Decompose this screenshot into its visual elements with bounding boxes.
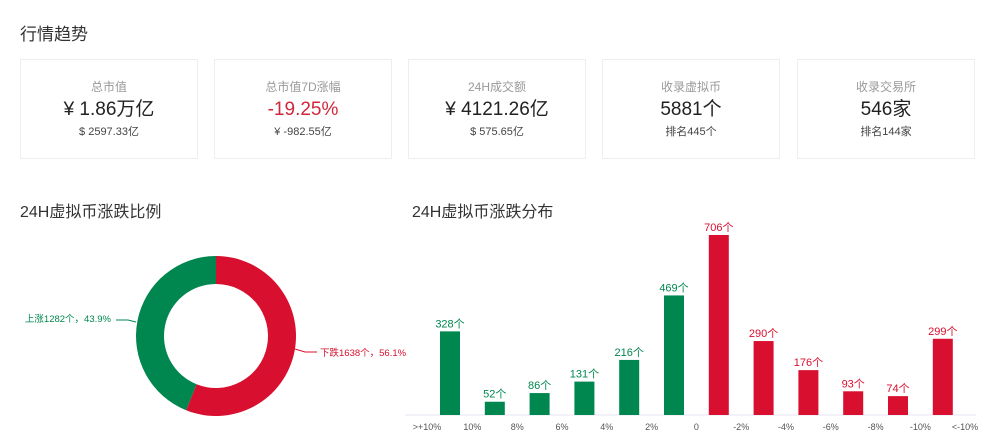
x-axis-tick-label: 4%	[600, 422, 613, 432]
stat-label: 收录交易所	[855, 80, 916, 94]
stat-card-total-market-cap: 总市值 ¥ 1.86万亿 $ 2597.33亿	[20, 59, 198, 159]
leader-line-up	[116, 319, 137, 323]
bar-value-label: 706个	[704, 221, 733, 234]
bar[interactable]	[529, 393, 550, 415]
stat-card-listed-exchanges: 收录交易所 546家 排名144家	[797, 59, 975, 159]
x-axis-tick-label: >+10%	[413, 422, 442, 432]
bar-value-label: 328个	[435, 317, 464, 330]
bar-value-label: 469个	[659, 281, 688, 294]
x-axis-tick-label: 8%	[511, 422, 524, 432]
bar-value-label: 52个	[483, 388, 506, 401]
x-axis-tick-label: 10%	[463, 422, 481, 432]
stat-label: 24H成交额	[467, 80, 526, 94]
stat-label: 收录虚拟币	[660, 80, 721, 94]
bar[interactable]	[574, 381, 595, 415]
bar-value-label: 216个	[615, 346, 644, 359]
x-axis-tick-label: <-10%	[952, 422, 978, 432]
bar-value-label: 176个	[794, 356, 823, 369]
bar-value-label: 290个	[749, 327, 778, 340]
x-axis-tick-label: -8%	[868, 422, 884, 432]
bar[interactable]	[932, 338, 953, 415]
x-axis-tick-label: -10%	[910, 422, 931, 432]
page-title: 行情趋势	[20, 25, 88, 44]
stat-card-listed-coins: 收录虚拟币 5881个 排名445个	[602, 59, 780, 159]
updown-ratio-donut: 上涨1282个，43.9% 下跌1638个，56.1%	[25, 256, 407, 416]
pie-chart-title: 24H虚拟币涨跌比例	[20, 204, 162, 221]
donut-slice-down[interactable]	[186, 256, 296, 416]
x-axis-tick-label: 2%	[645, 422, 658, 432]
stat-value: -19.25%	[267, 99, 339, 120]
bar[interactable]	[484, 401, 505, 415]
stat-card-7d-change: 总市值7D涨幅 -19.25% ¥ -982.55亿	[214, 59, 392, 159]
stat-sub: 排名445个	[665, 126, 717, 138]
bar-value-label: 86个	[528, 379, 551, 392]
donut-label-down: 下跌1638个，56.1%	[320, 347, 407, 359]
stat-value: 546家	[860, 99, 912, 120]
leader-line-down	[294, 348, 317, 353]
x-axis-tick-label: -2%	[733, 422, 749, 432]
stat-sub: $ 2597.33亿	[79, 126, 139, 138]
stat-label: 总市值7D涨幅	[265, 80, 341, 94]
bar[interactable]	[753, 341, 774, 415]
bar-value-label: 299个	[928, 325, 957, 338]
bar-value-label: 131个	[570, 368, 599, 381]
stat-sub: 排名144家	[860, 126, 912, 138]
updown-distribution-bars: 328个 52个 86个 131个 216个 469个 706个 290个 176个 93个 74个…	[405, 221, 978, 432]
bar[interactable]	[798, 370, 819, 415]
bar-chart-title: 24H虚拟币涨跌分布	[412, 204, 554, 221]
bar[interactable]	[888, 396, 908, 415]
stat-sub: ¥ -982.55亿	[274, 126, 332, 138]
x-axis-tick-label: -4%	[778, 422, 794, 432]
x-axis-tick-label: 6%	[555, 422, 568, 432]
stat-value: ¥ 1.86万亿	[63, 99, 155, 120]
bar-value-label: 93个	[842, 377, 865, 390]
x-axis-tick-label: 0	[694, 422, 699, 432]
bar-value-label: 74个	[886, 382, 909, 395]
stat-value: 5881个	[660, 99, 722, 120]
donut-slice-up[interactable]	[135, 256, 216, 411]
bar[interactable]	[440, 331, 460, 415]
stat-sub: $ 575.65亿	[470, 126, 524, 138]
bar[interactable]	[664, 295, 684, 415]
stat-label: 总市值	[90, 80, 127, 94]
stat-value: ¥ 4121.26亿	[445, 99, 549, 120]
bar[interactable]	[843, 391, 864, 415]
donut-label-up: 上涨1282个，43.9%	[25, 314, 112, 325]
bar[interactable]	[708, 235, 729, 415]
bar[interactable]	[619, 359, 640, 415]
x-axis-tick-label: -6%	[823, 422, 839, 432]
stat-card-24h-volume: 24H成交额 ¥ 4121.26亿 $ 575.65亿	[408, 59, 586, 159]
